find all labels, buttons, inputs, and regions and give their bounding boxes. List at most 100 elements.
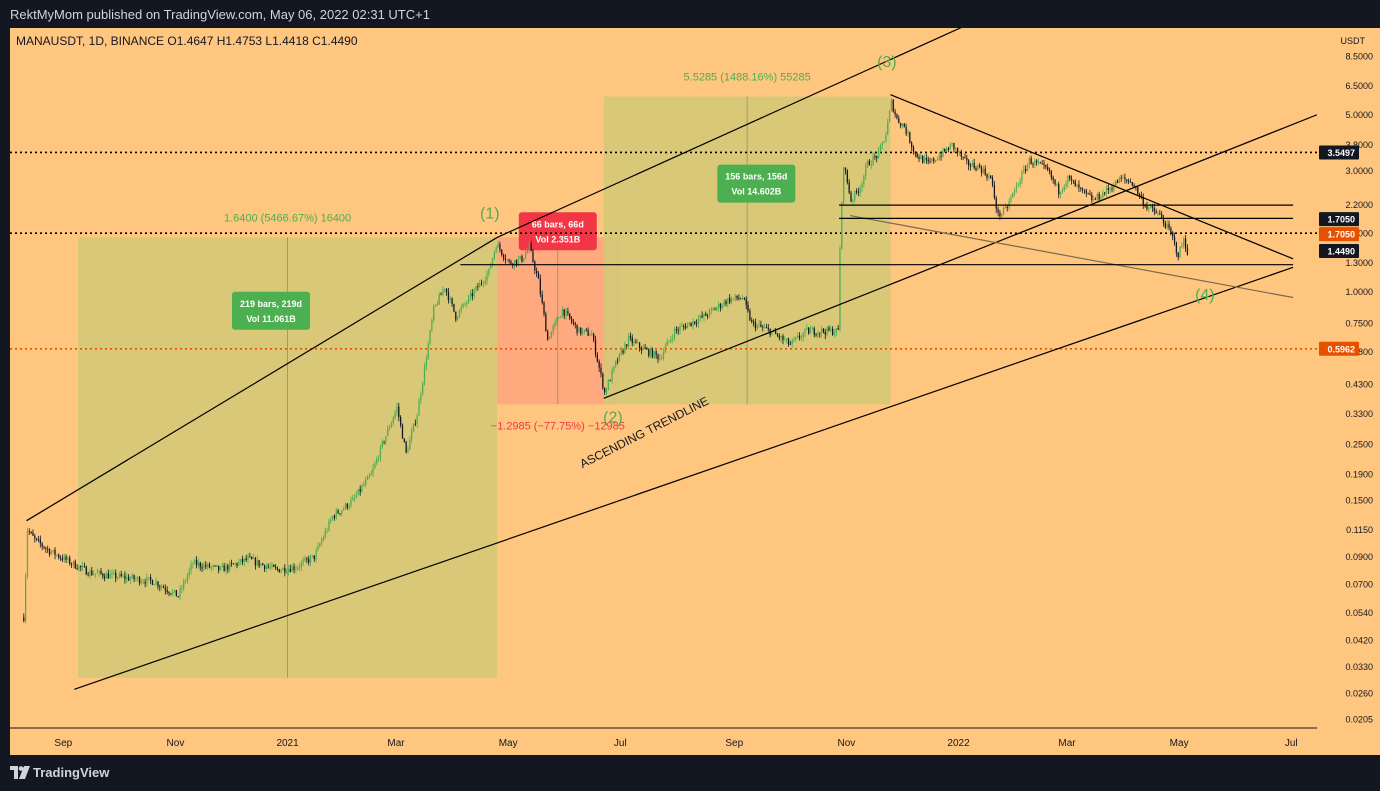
candle-body [411, 431, 413, 440]
candle-body [324, 531, 326, 538]
candle-body [776, 334, 779, 336]
candle-body [690, 322, 692, 326]
candle-body [479, 282, 481, 288]
candle-body [729, 297, 731, 303]
candle-body [462, 303, 464, 308]
candle-body [473, 290, 475, 297]
time-tick-label: Nov [838, 738, 856, 749]
candle-body [221, 565, 223, 567]
candle-body [337, 510, 339, 514]
candle-body [653, 351, 655, 358]
candle-body [229, 562, 231, 570]
candle-body [1015, 185, 1018, 190]
candle-body [596, 354, 598, 362]
candle-body [677, 329, 679, 331]
candle-body [286, 571, 288, 573]
candle-body [561, 309, 564, 317]
range-badge-bars: 219 bars, 219d [240, 299, 302, 309]
candle-body [593, 333, 595, 340]
candle-body [703, 313, 705, 318]
candle-body [89, 570, 91, 576]
candle-body [778, 335, 780, 339]
candle-body [727, 297, 729, 305]
candle-body [159, 586, 161, 588]
candle-body [1004, 207, 1007, 208]
tradingview-logo-icon [10, 766, 30, 779]
candle-body [70, 564, 73, 565]
candle-body [966, 157, 968, 161]
candle-body [817, 332, 819, 336]
candle-body [552, 326, 554, 332]
candle-body [107, 573, 109, 579]
candle-body [644, 347, 646, 349]
range-measure-label: 5.5285 (1488.16%) 55285 [684, 72, 811, 84]
candle-body [648, 349, 650, 356]
candle-body [1144, 205, 1146, 207]
candle-body [315, 550, 317, 560]
candle-body [153, 584, 155, 586]
candle-body [24, 575, 27, 622]
candle-body [96, 572, 98, 574]
wave-label: (3) [877, 54, 897, 71]
candle-body [534, 261, 536, 271]
candle-body [673, 329, 676, 339]
candle-body [50, 551, 53, 555]
candle-body [789, 344, 791, 345]
range-badge [232, 291, 311, 330]
range-badge-bars: 66 bars, 66d [532, 219, 584, 229]
candle-body [394, 412, 396, 418]
candle-body [1034, 160, 1036, 165]
candle-body [947, 148, 950, 150]
candle-body [1122, 177, 1124, 179]
price-tick-label: 0.4300 [1345, 380, 1373, 390]
price-chart[interactable]: 1.6400 (5466.67%) 16400 219 bars, 219d Vol… [10, 28, 1317, 755]
candle-body [517, 258, 519, 264]
candle-body [1151, 205, 1154, 208]
trendline [74, 266, 1294, 690]
candle-body [1023, 168, 1025, 173]
candle-body [1109, 188, 1111, 190]
price-axis[interactable]: USDT 8.5000 6.5000 5.0000 3.8000 3.0000 2.200… [1317, 28, 1380, 755]
candle-body [486, 273, 488, 281]
candle-body [291, 566, 293, 572]
candle-body [1056, 184, 1058, 186]
candle-body [445, 288, 448, 292]
candle-body [541, 294, 543, 303]
candle-body [979, 165, 981, 168]
candle-body [258, 560, 260, 566]
level-price-badge-label: 3.5497 [1327, 148, 1355, 158]
candle-body [701, 315, 703, 318]
candle-body [1142, 197, 1144, 206]
candle-body [951, 142, 953, 145]
candle-body [986, 174, 988, 179]
candle-body [872, 156, 874, 165]
candle-body [372, 468, 374, 474]
candle-body [622, 350, 624, 353]
price-scale[interactable]: USDT 8.5000 6.5000 5.0000 3.8000 3.0000 2.200… [1317, 28, 1380, 755]
candle-body [392, 417, 394, 423]
candle-body [1076, 184, 1078, 187]
candle-body [227, 565, 229, 570]
candle-body [396, 406, 398, 413]
time-tick-label: Jul [614, 738, 627, 749]
candle-body [32, 532, 34, 536]
candle-body [962, 156, 964, 158]
price-tick-label: 6.5000 [1345, 81, 1373, 91]
candle-body [896, 114, 898, 119]
candle-body [848, 182, 850, 193]
candle-body [804, 329, 806, 334]
candle-body [809, 329, 812, 334]
candle-body [866, 160, 869, 167]
candle-body [545, 314, 547, 332]
candle-body [925, 157, 928, 160]
candle-body [819, 332, 821, 334]
candle-body [166, 590, 168, 593]
candle-body [36, 538, 38, 540]
chart-frame[interactable]: 1.6400 (5466.67%) 16400 219 bars, 219d Vol… [10, 28, 1317, 755]
candle-body [569, 313, 571, 319]
candle-body [203, 564, 205, 569]
candle-body [172, 591, 174, 595]
candle-body [1024, 168, 1027, 171]
candle-body [335, 510, 337, 518]
candle-body [357, 489, 359, 495]
